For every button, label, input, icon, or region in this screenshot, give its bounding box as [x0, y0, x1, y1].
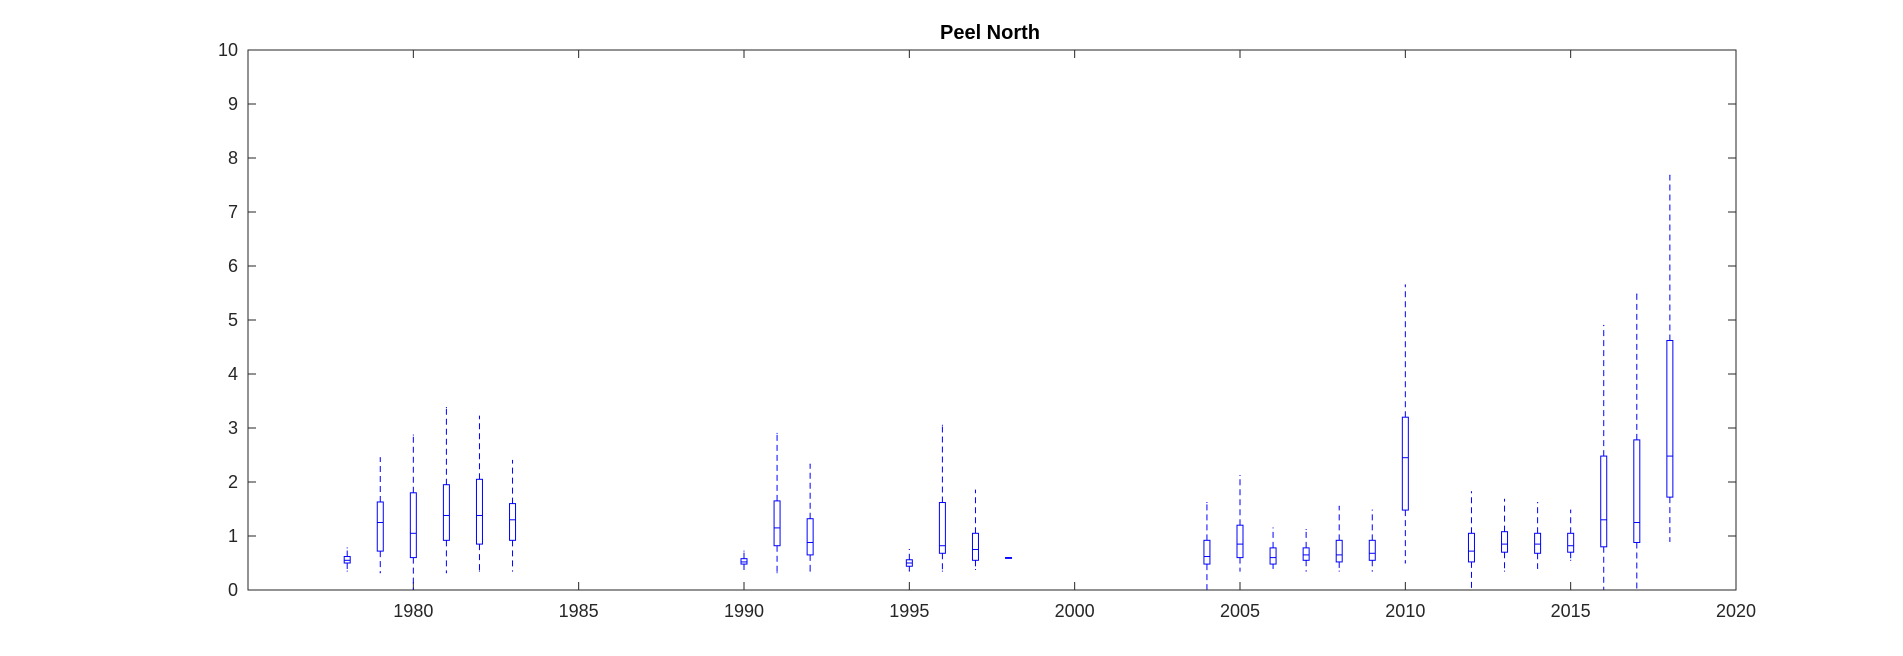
- iqr-box: [971, 532, 979, 561]
- iqr-box: [1401, 416, 1409, 511]
- y-tick-label: 8: [228, 148, 238, 168]
- box-2004: [1203, 502, 1211, 591]
- box-1992: [806, 463, 814, 572]
- chart-title: Peel North: [940, 22, 1040, 44]
- iqr-box: [773, 500, 781, 547]
- box-2018: [1666, 174, 1674, 542]
- y-tick-label: 7: [228, 202, 238, 222]
- iqr-box: [1567, 532, 1575, 553]
- iqr-box: [409, 492, 417, 559]
- box-1990: [740, 550, 748, 570]
- box-2014: [1534, 502, 1542, 569]
- x-tick-label: 1985: [559, 601, 599, 621]
- x-tick-label: 1990: [724, 601, 764, 621]
- box-1991: [773, 432, 781, 574]
- box-2006: [1269, 527, 1277, 569]
- box-2010: [1401, 284, 1409, 564]
- plot-area-frame: [247, 49, 1737, 591]
- box-1995: [905, 549, 913, 572]
- y-tick-label: 9: [228, 94, 238, 114]
- box-2013: [1501, 498, 1509, 572]
- box-1983: [509, 459, 517, 572]
- iqr-box: [376, 501, 384, 552]
- y-tick-label: 10: [218, 40, 238, 60]
- box-2015: [1567, 509, 1575, 561]
- box-1998: [1005, 557, 1013, 559]
- iqr-box: [938, 502, 946, 554]
- iqr-box: [1302, 547, 1310, 561]
- x-tick-label: 2015: [1551, 601, 1591, 621]
- box-2005: [1236, 475, 1244, 572]
- iqr-box: [509, 503, 517, 541]
- box-1979: [376, 457, 384, 574]
- box-1997: [971, 489, 979, 570]
- y-tick-label: 4: [228, 364, 238, 384]
- box-2012: [1467, 491, 1475, 591]
- x-tick-label: 2020: [1716, 601, 1756, 621]
- box-1996: [938, 424, 946, 572]
- box-2008: [1335, 505, 1343, 572]
- iqr-box: [740, 558, 748, 565]
- iqr-box: [1633, 439, 1641, 543]
- box-series: [343, 174, 1674, 591]
- iqr-box: [343, 556, 351, 564]
- y-tick-label: 3: [228, 418, 238, 438]
- iqr-box: [1534, 532, 1542, 554]
- box-1981: [442, 406, 450, 574]
- iqr-box: [1467, 532, 1475, 563]
- iqr-box: [1368, 539, 1376, 561]
- iqr-box: [1203, 539, 1211, 565]
- iqr-box: [442, 484, 450, 541]
- y-tick-label: 6: [228, 256, 238, 276]
- x-tick-label: 1995: [889, 601, 929, 621]
- y-tick-label: 5: [228, 310, 238, 330]
- iqr-box: [1335, 539, 1343, 563]
- iqr-box: [1501, 531, 1509, 553]
- x-tick-label: 2000: [1055, 601, 1095, 621]
- box-2009: [1368, 509, 1376, 572]
- y-tick-label: 0: [228, 580, 238, 600]
- y-tick-label: 1: [228, 526, 238, 546]
- box-2017: [1633, 293, 1641, 591]
- iqr-box: [475, 478, 483, 545]
- x-tick-label: 1980: [393, 601, 433, 621]
- iqr-box: [1236, 524, 1244, 559]
- iqr-box: [1269, 547, 1277, 565]
- axis-ticks: 0 1 2 3 4 5 6 7 8 9 10 1980 1985 1990 1995 2000 2005 2010…: [218, 40, 1756, 621]
- iqr-box: [1666, 340, 1674, 498]
- box-2007: [1302, 529, 1310, 572]
- x-tick-label: 2010: [1385, 601, 1425, 621]
- iqr-box: [806, 518, 814, 556]
- y-tick-label: 2: [228, 472, 238, 492]
- box-1982: [475, 415, 483, 572]
- x-tick-label: 2005: [1220, 601, 1260, 621]
- box-1978: [343, 547, 351, 572]
- iqr-box: [1600, 455, 1608, 548]
